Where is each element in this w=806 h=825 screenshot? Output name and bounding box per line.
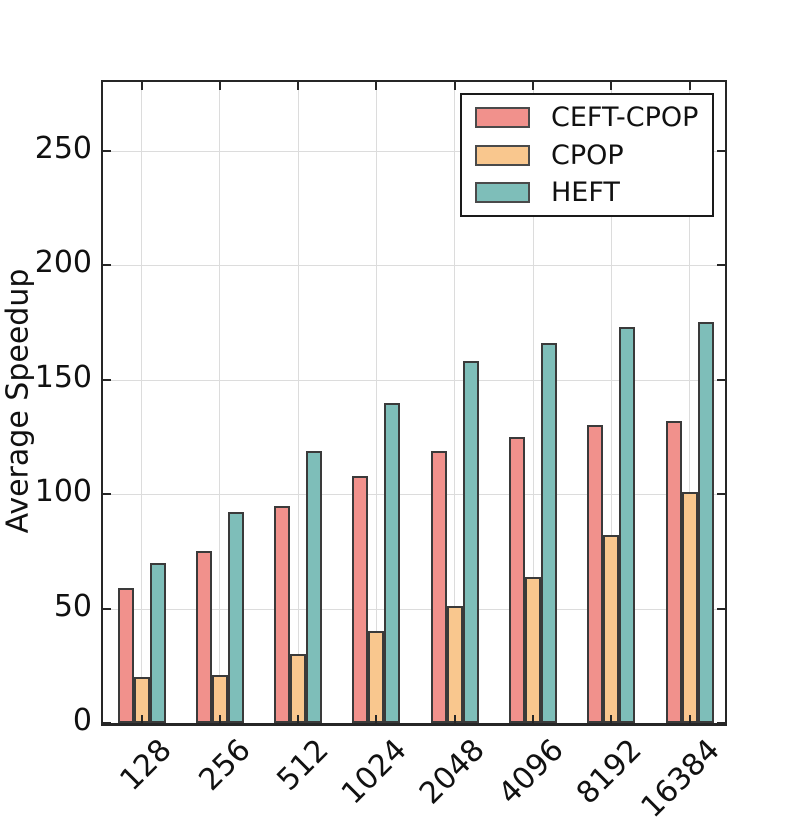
bar-ceft-cpop-256	[195, 551, 212, 723]
x-tick-mark-bottom	[140, 715, 143, 723]
chart-canvas: Average Speedup 0 50 100 150 200 250 128 256 51…	[1, 80, 727, 825]
bar-cpop-512	[290, 654, 307, 723]
x-tick-label: 128	[113, 732, 179, 798]
x-tick-mark-bottom	[218, 715, 221, 723]
bar-heft-512	[306, 450, 323, 723]
gridline-horizontal	[103, 265, 725, 267]
bar-ceft-cpop-4096	[509, 436, 525, 723]
x-tick-mark-bottom	[375, 715, 378, 723]
gridline-vertical	[689, 82, 691, 723]
y-tick-mark-right	[717, 149, 725, 152]
bar-heft-2048	[462, 361, 479, 723]
y-tick-mark-left	[103, 493, 111, 496]
y-tick-mark-right	[717, 493, 725, 496]
legend-label-heft: HEFT	[551, 177, 620, 208]
x-tick-label: 256	[191, 732, 258, 798]
bar-heft-8192	[619, 326, 636, 723]
legend-label-cpop: CPOP	[551, 139, 624, 171]
x-tick-mark-top	[218, 82, 221, 90]
x-tick-mark-bottom	[610, 715, 613, 723]
y-tick-label: 100	[34, 474, 92, 510]
legend-row-cpop: CPOP	[462, 141, 712, 170]
bar-heft-1024	[384, 402, 401, 723]
y-tick-label: 200	[34, 245, 92, 281]
x-tick-label: 4096	[491, 732, 571, 812]
x-tick-mark-bottom	[297, 715, 300, 723]
legend-swatch-ceft-cpop	[475, 107, 530, 128]
gridline-vertical	[219, 82, 221, 723]
bar-ceft-cpop-1024	[352, 475, 369, 723]
bar-ceft-cpop-16384	[665, 420, 682, 723]
x-tick-label: 16384	[634, 732, 727, 825]
y-tick-mark-right	[717, 607, 725, 610]
bar-cpop-2048	[446, 606, 463, 723]
bar-cpop-1024	[368, 631, 385, 723]
bar-cpop-16384	[681, 491, 698, 723]
gridline-vertical	[454, 82, 456, 723]
x-tick-label: 2048	[413, 732, 493, 812]
y-tick-label: 150	[34, 359, 92, 395]
x-tick-mark-top	[688, 82, 691, 90]
legend: CEFT-CPOP CPOP HEFT	[460, 93, 714, 217]
bar-cpop-8192	[603, 535, 620, 723]
gridline-horizontal	[103, 150, 725, 152]
y-tick-mark-left	[103, 149, 111, 152]
bar-ceft-cpop-128	[117, 587, 134, 723]
gridline-horizontal	[103, 379, 725, 381]
bar-ceft-cpop-512	[274, 505, 291, 723]
gridline-vertical	[532, 82, 534, 723]
bar-heft-256	[227, 512, 244, 723]
y-tick-mark-right	[717, 378, 725, 381]
x-tick-mark-top	[610, 82, 613, 90]
y-tick-mark-right	[717, 722, 725, 724]
y-tick-mark-right	[717, 264, 725, 267]
x-tick-mark-top	[297, 82, 300, 90]
bar-heft-4096	[541, 342, 557, 723]
bar-heft-16384	[697, 322, 714, 723]
bar-ceft-cpop-2048	[430, 450, 447, 723]
legend-swatch-cpop	[475, 144, 530, 166]
gridline-vertical	[297, 82, 299, 723]
x-tick-mark-bottom	[532, 715, 534, 723]
legend-row-ceft-cpop: CEFT-CPOP	[462, 103, 712, 132]
y-tick-label: 50	[53, 588, 92, 624]
x-tick-label: 1024	[334, 732, 414, 812]
bar-cpop-4096	[525, 576, 541, 723]
y-tick-mark-left	[103, 607, 111, 610]
y-tick-label: 0	[72, 703, 92, 738]
legend-label-ceft-cpop: CEFT-CPOP	[551, 102, 699, 133]
x-tick-mark-bottom	[453, 715, 456, 723]
x-tick-mark-top	[375, 82, 378, 90]
x-tick-mark-top	[140, 82, 143, 90]
x-tick-mark-top	[453, 82, 456, 90]
gridline-vertical	[610, 82, 612, 723]
y-tick-mark-left	[103, 722, 111, 724]
gridline-horizontal	[103, 494, 725, 496]
gridline-vertical	[141, 82, 142, 723]
bar-ceft-cpop-8192	[587, 425, 604, 723]
y-tick-label: 250	[34, 130, 92, 166]
legend-swatch-heft	[475, 182, 530, 203]
legend-row-heft: HEFT	[462, 178, 712, 207]
gridline-horizontal	[103, 608, 725, 610]
bar-heft-128	[149, 562, 166, 723]
gridline-vertical	[375, 82, 377, 723]
y-tick-mark-left	[103, 264, 111, 267]
x-tick-mark-bottom	[688, 715, 691, 723]
y-tick-mark-left	[103, 378, 111, 381]
x-tick-mark-top	[532, 82, 534, 90]
x-tick-label: 512	[270, 732, 336, 798]
